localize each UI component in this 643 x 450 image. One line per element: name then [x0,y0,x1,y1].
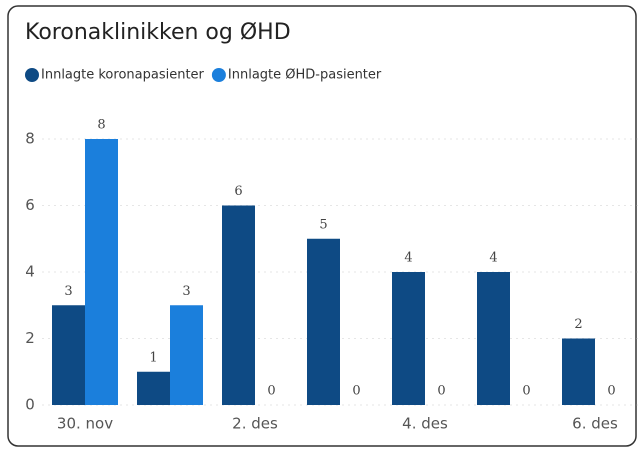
data-label: 0 [522,384,530,399]
x-tick-label: 4. des [402,415,448,433]
x-tick-label: 30. nov [57,415,113,433]
data-label: 6 [234,184,242,199]
bar [562,338,595,405]
y-tick-label: 8 [25,130,35,148]
data-label: 2 [574,317,582,332]
data-label: 5 [319,217,327,232]
data-label: 3 [64,284,72,299]
legend-label: Innlagte koronapasienter [41,68,205,83]
bar [137,371,170,405]
data-label: 1 [149,350,157,365]
legend-marker [25,68,39,82]
x-tick-label: 2. des [232,415,278,433]
data-label: 4 [489,251,497,266]
bar [392,272,425,405]
x-tick-label: 6. des [572,415,618,433]
data-label: 0 [607,384,615,399]
bar [170,305,203,405]
data-label: 3 [182,284,190,299]
chart-title: Koronaklinikken og ØHD [25,20,291,45]
legend-label: Innlagte ØHD-pasienter [228,68,382,83]
data-label: 4 [404,251,412,266]
data-label: 0 [437,384,445,399]
data-label: 0 [352,384,360,399]
bar [477,272,510,405]
data-label: 0 [267,384,275,399]
bar [307,238,340,405]
legend-marker [211,68,226,82]
bar [222,205,255,405]
y-tick-label: 0 [25,396,35,414]
data-label: 8 [97,118,105,133]
bar [85,139,118,405]
bar [52,305,85,405]
y-tick-label: 6 [25,196,35,214]
y-tick-label: 2 [25,329,35,347]
y-tick-label: 4 [25,263,35,281]
